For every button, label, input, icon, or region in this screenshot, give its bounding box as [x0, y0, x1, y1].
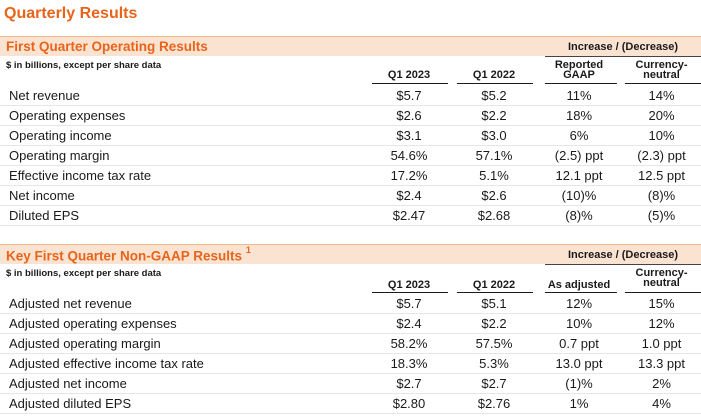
col-header-rule [457, 83, 533, 84]
table-row: Adjusted operating expenses $2.4 $2.2 10% 12… [0, 314, 701, 334]
col-header-currency-neutral: Currency-neutral [635, 59, 688, 81]
table-row: Adjusted net income $2.7 $2.7 (1)% 2% [0, 374, 701, 394]
col-header-rule [625, 292, 701, 293]
table-row: Adjusted diluted EPS $2.80 $2.76 1% 4% [0, 394, 701, 414]
units-note: $ in billions, except per share data [6, 268, 162, 279]
table-row: Adjusted net revenue $5.7 $5.1 12% 15% [0, 294, 701, 314]
col-header-q1-2023: Q1 2023 [387, 279, 431, 291]
increase-decrease-header: Increase / (Decrease) [567, 249, 679, 261]
table-row: Net income $2.4 $2.6 (10)% (8)% [0, 186, 701, 206]
table-row: Diluted EPS $2.47 $2.68 (8)% (5)% [0, 206, 701, 226]
col-header-q1-2022: Q1 2022 [472, 69, 516, 81]
col-header-rule [457, 292, 533, 293]
page-title: Quarterly Results [4, 5, 138, 22]
col-header-as-adjusted: As adjusted [547, 279, 611, 291]
col-header-rule [545, 292, 617, 293]
col-header-rule [625, 83, 701, 84]
section-title: Key First Quarter Non-GAAP Results 1 [6, 245, 251, 264]
col-header-rule [372, 83, 448, 84]
col-header-q1-2023: Q1 2023 [387, 69, 431, 81]
footnote-marker: 1 [245, 245, 251, 255]
col-header-rule [545, 83, 617, 84]
table-row: Operating expenses $2.6 $2.2 18% 20% [0, 106, 701, 126]
section-header-band: First Quarter Operating Results Increase… [0, 36, 701, 57]
table-row: Operating income $3.1 $3.0 6% 10% [0, 126, 701, 146]
section-title: First Quarter Operating Results [6, 39, 208, 54]
increase-decrease-header: Increase / (Decrease) [567, 41, 679, 53]
units-note: $ in billions, except per share data [6, 60, 162, 71]
increase-header-rule [545, 56, 701, 57]
increase-header-rule [545, 264, 701, 265]
table-row: Adjusted operating margin 58.2% 57.5% 0.7 p… [0, 334, 701, 354]
col-header-reported-gaap: Reported GAAP [554, 59, 604, 81]
table-row: Effective income tax rate 17.2% 5.1% 12.1 p… [0, 166, 701, 186]
section-header-band: Key First Quarter Non-GAAP Results 1 Inc… [0, 244, 701, 265]
col-header-q1-2022: Q1 2022 [472, 279, 516, 291]
col-header-currency-neutral: Currency-neutral [635, 267, 688, 289]
table-row: Net revenue $5.7 $5.2 11% 14% [0, 86, 701, 106]
col-header-rule [372, 292, 448, 293]
table-row: Adjusted effective income tax rate 18.3% 5… [0, 354, 701, 374]
table-row: Operating margin 54.6% 57.1% (2.5) ppt (2.3)… [0, 146, 701, 166]
